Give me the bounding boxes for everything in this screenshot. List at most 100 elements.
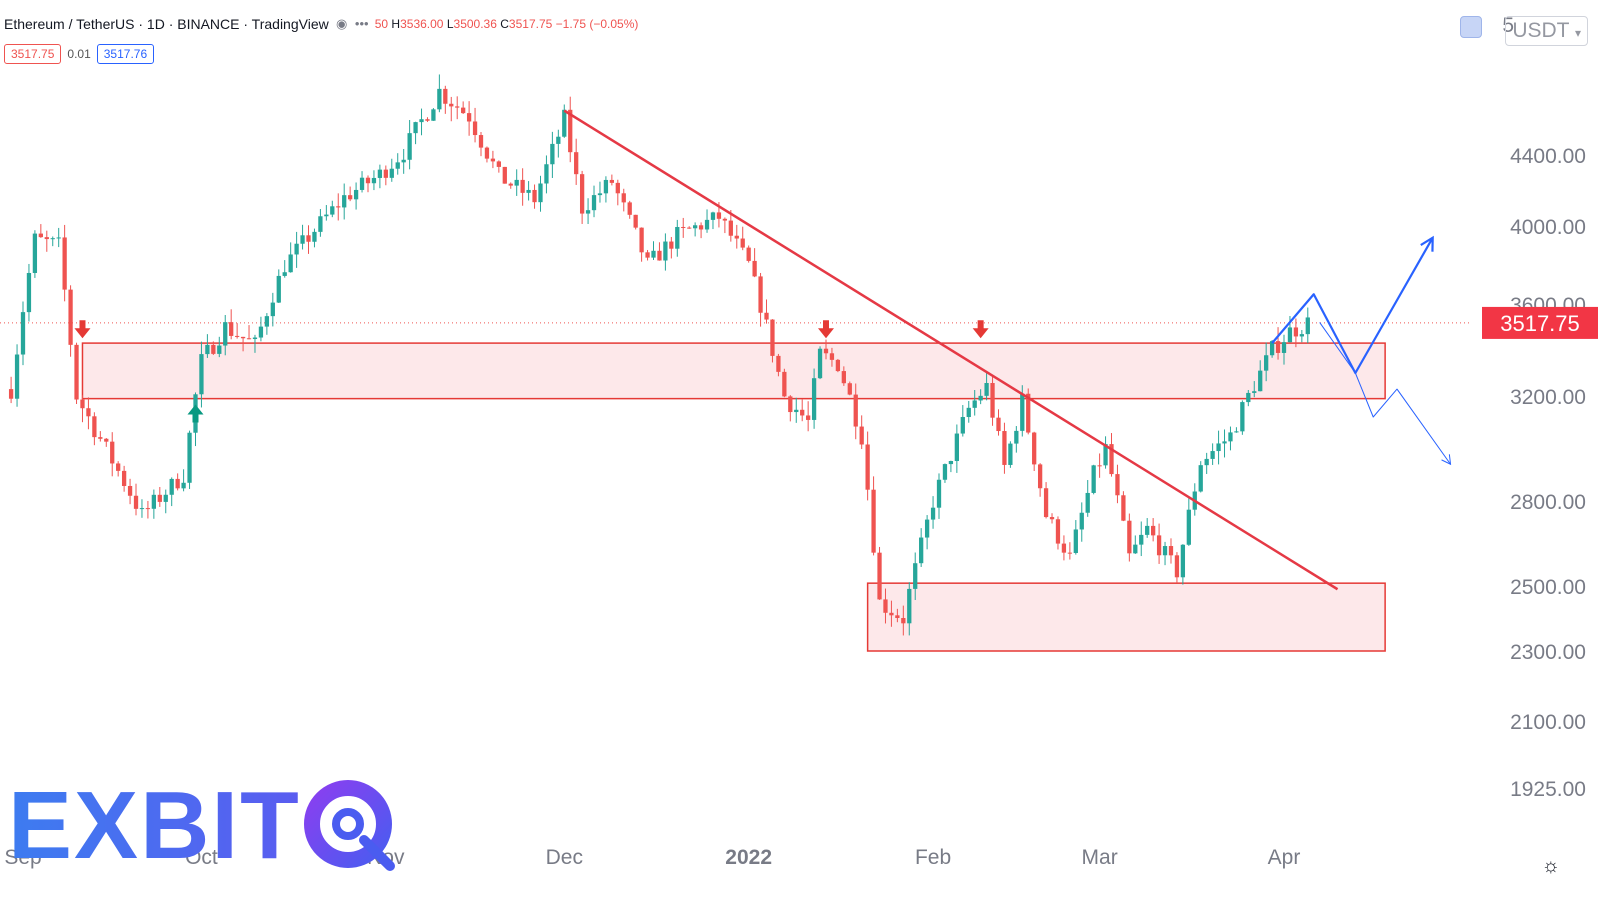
candle-body (20, 312, 26, 355)
candle (853, 383, 858, 440)
candle-body (371, 177, 377, 184)
settings-icon[interactable]: ☼ (1541, 855, 1560, 877)
chart-layout-icon[interactable] (1460, 16, 1482, 38)
candle (1228, 426, 1233, 451)
eye-icon[interactable]: ◉ (336, 16, 348, 31)
candle (1061, 535, 1067, 561)
y-tick-label: 2100.00 (1510, 711, 1586, 734)
candle-body (1287, 327, 1293, 343)
candle (413, 121, 418, 145)
candle-body (377, 169, 383, 178)
candle (722, 217, 728, 234)
candle (371, 170, 377, 191)
candle (466, 101, 472, 136)
candle-body (1145, 525, 1150, 535)
candle (282, 260, 287, 278)
candle (538, 175, 543, 212)
candle-body (913, 563, 918, 589)
candle-body (383, 169, 388, 178)
candle-body (211, 344, 216, 354)
y-tick-label: 2300.00 (1510, 641, 1586, 664)
candle-body (8, 389, 14, 399)
candle (1234, 427, 1239, 433)
candle-body (1186, 509, 1191, 545)
candle-body (282, 272, 287, 276)
candle (609, 174, 615, 186)
candle-body (764, 312, 769, 320)
candle-body (829, 353, 835, 360)
candle-body (978, 395, 983, 401)
candle-body (663, 241, 668, 261)
candle-body (1067, 552, 1073, 554)
candle-body (942, 464, 948, 480)
candle-body (1008, 443, 1013, 465)
candle (56, 227, 61, 248)
candle-body (175, 478, 180, 489)
candle-body (288, 254, 293, 273)
open-value: 50 (374, 17, 389, 31)
candle (764, 299, 769, 324)
candle (788, 395, 793, 422)
candle (1151, 518, 1156, 542)
candle (1275, 327, 1281, 360)
candle-body (514, 179, 519, 186)
candle-body (609, 179, 615, 183)
candle (1293, 318, 1299, 348)
candle-body (728, 220, 733, 236)
candle-body (520, 179, 525, 193)
candle (1258, 360, 1263, 392)
candle (984, 372, 989, 401)
candle-body (847, 383, 852, 395)
candle (484, 146, 490, 163)
candle-body (163, 494, 168, 502)
candle-body (1151, 525, 1156, 536)
candle (800, 399, 805, 422)
candle (1156, 523, 1162, 564)
candle-body (181, 482, 186, 489)
candle (1109, 433, 1114, 477)
candlestick-series (8, 74, 1310, 636)
candle (1168, 538, 1174, 564)
candle-body (121, 470, 127, 486)
more-icon[interactable]: ••• (354, 16, 369, 31)
buy-button[interactable]: 3517.76 (96, 44, 155, 64)
candle-body (675, 226, 680, 249)
candle-body (1204, 458, 1209, 466)
candle (1026, 388, 1031, 435)
candle (972, 390, 977, 416)
candle-body (1085, 492, 1090, 513)
candle (1216, 430, 1221, 465)
candle (562, 104, 567, 138)
candle (240, 336, 246, 352)
candle (318, 209, 323, 237)
candle (675, 219, 680, 257)
candle-body (1162, 546, 1168, 556)
candle-body (746, 247, 751, 261)
candle (794, 397, 799, 423)
currency-selector[interactable]: USDT ▾ (1505, 16, 1588, 46)
candle-body (127, 485, 133, 496)
candle (615, 179, 620, 206)
price-axis[interactable]: 4400.004000.003600.003200.002800.002500.… (1482, 145, 1598, 801)
candle-body (133, 495, 139, 509)
candle-body (776, 355, 781, 372)
candle-body (835, 359, 841, 372)
symbol-title[interactable]: Ethereum / TetherUS · 1D · BINANCE · Tra… (4, 16, 329, 32)
candle-body (466, 113, 472, 122)
arrow-down-icon (972, 320, 989, 339)
candle-body (645, 252, 650, 258)
candle (324, 205, 329, 221)
candle (990, 374, 995, 426)
candle (1049, 513, 1055, 524)
candle (1204, 452, 1209, 474)
candle-body (1168, 546, 1174, 556)
candle-body (597, 193, 603, 196)
candle (1014, 426, 1019, 453)
candle (8, 376, 14, 404)
candle-body (692, 225, 698, 229)
sell-button[interactable]: 3517.75 (4, 44, 62, 64)
exbit-logo: EXBIT (8, 778, 395, 874)
y-tick-label: 4000.00 (1510, 216, 1586, 239)
candle (38, 224, 43, 238)
